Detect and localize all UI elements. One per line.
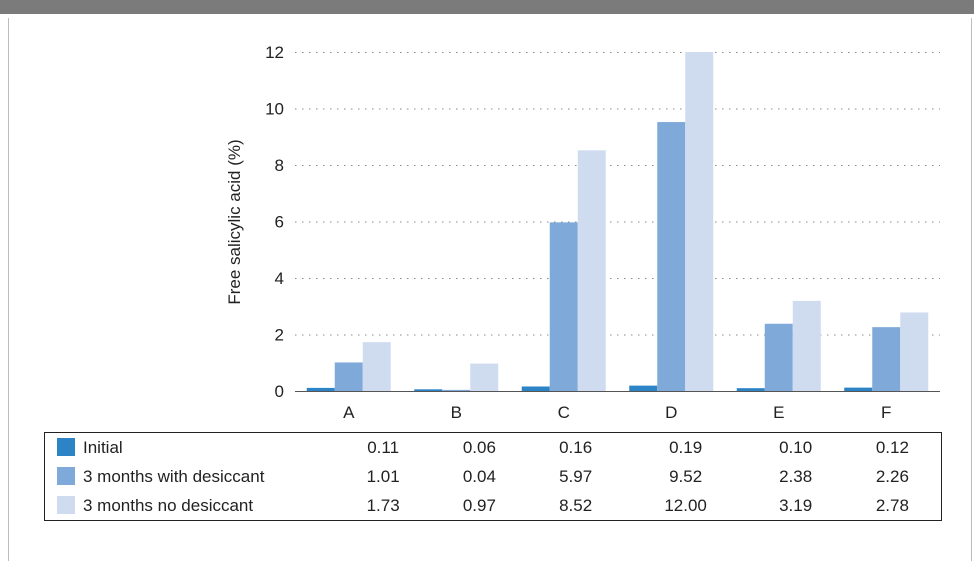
x-tick-label: E xyxy=(773,403,784,422)
legend-swatch xyxy=(57,496,75,514)
data-table-row: Initial 0.11 0.06 0.16 0.19 0.10 0.12 xyxy=(45,433,942,463)
y-tick-label: 10 xyxy=(265,100,284,119)
bar xyxy=(470,363,499,391)
data-table-value: 9.52 xyxy=(669,467,703,486)
chart-frame xyxy=(8,18,972,561)
data-table: Initial 0.11 0.06 0.16 0.19 0.10 0.12 3 months … xyxy=(44,432,942,521)
bar xyxy=(442,389,471,391)
x-tick-label: F xyxy=(881,403,891,422)
bar xyxy=(334,362,363,391)
bars xyxy=(306,52,929,391)
bar xyxy=(657,122,686,391)
legend-entry: 3 months no desiccant xyxy=(45,491,336,521)
legend-entry: Initial xyxy=(45,433,336,463)
legend-swatch xyxy=(57,438,75,456)
gridlines xyxy=(295,52,940,336)
series-name: 3 months no desiccant xyxy=(83,496,254,515)
bar xyxy=(872,327,901,391)
data-table-value: 2.78 xyxy=(875,496,909,515)
x-tick-label: C xyxy=(558,403,570,422)
top-bar xyxy=(0,0,974,14)
bar xyxy=(414,389,443,391)
x-tick-label: B xyxy=(451,403,462,422)
data-table-row: 3 months with desiccant 1.01 0.04 5.97 9.52 2… xyxy=(45,462,942,491)
series-name: Initial xyxy=(83,438,123,457)
y-axis-label: Free salicylic acid (%) xyxy=(225,139,244,304)
data-table-value: 2.26 xyxy=(875,467,909,486)
y-tick-label: 8 xyxy=(275,156,284,175)
data-table-value: 0.16 xyxy=(559,438,593,457)
series-name: 3 months with desiccant xyxy=(83,467,265,486)
bar xyxy=(685,52,714,391)
y-tick-labels: 0 2 4 6 8 10 12 xyxy=(265,43,284,401)
data-table-value: 2.38 xyxy=(779,467,813,486)
data-table-value: 0.97 xyxy=(462,496,496,515)
x-tick-label: D xyxy=(665,403,677,422)
y-tick-label: 6 xyxy=(275,213,284,232)
y-tick-label: 0 xyxy=(275,382,284,401)
bar xyxy=(521,386,550,391)
data-table-row: 3 months no desiccant 1.73 0.97 8.52 12.00 3.… xyxy=(45,491,942,521)
y-tick-label: 4 xyxy=(275,269,284,288)
bar xyxy=(362,342,391,391)
data-table-value: 5.97 xyxy=(559,467,593,486)
data-table-value: 3.19 xyxy=(779,496,813,515)
bar xyxy=(900,312,929,391)
bar xyxy=(736,388,765,391)
bar xyxy=(792,300,821,391)
data-table-value: 12.00 xyxy=(664,496,707,515)
bar xyxy=(629,385,658,391)
data-table-value: 8.52 xyxy=(559,496,593,515)
data-table-value: 0.19 xyxy=(669,438,703,457)
bar xyxy=(764,323,793,391)
x-tick-labels: A B C D E F xyxy=(343,403,891,422)
data-table-value: 0.12 xyxy=(875,438,909,457)
data-table-value: 0.10 xyxy=(779,438,813,457)
y-tick-label: 2 xyxy=(275,326,284,345)
data-table-value: 0.11 xyxy=(367,438,400,457)
data-table-value: 0.06 xyxy=(462,438,496,457)
bar xyxy=(844,387,873,391)
data-table-value: 1.73 xyxy=(366,496,400,515)
data-table-value: 1.01 xyxy=(366,467,400,486)
legend-entry: 3 months with desiccant xyxy=(45,462,336,491)
bar xyxy=(306,387,335,391)
bar xyxy=(577,150,606,391)
x-tick-label: A xyxy=(343,403,355,422)
legend-swatch xyxy=(57,467,75,485)
bar xyxy=(549,222,578,391)
data-table-value: 0.04 xyxy=(462,467,496,486)
y-tick-label: 12 xyxy=(265,43,284,62)
